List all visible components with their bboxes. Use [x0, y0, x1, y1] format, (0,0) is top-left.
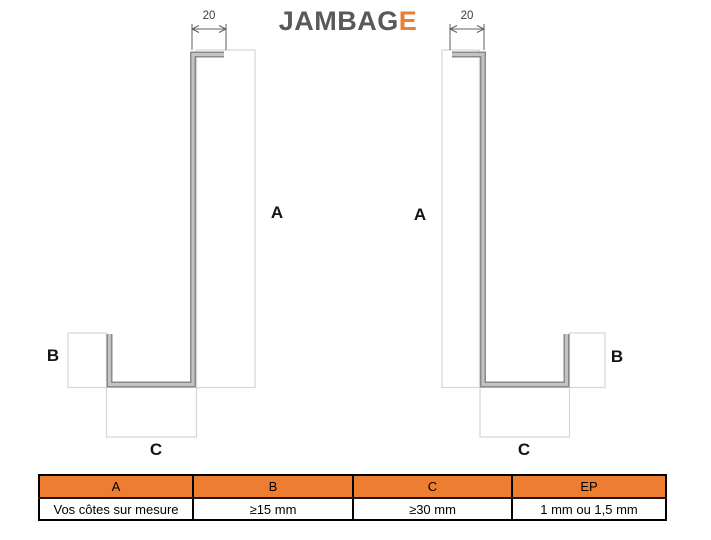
right-ref-rect-a: [441, 49, 481, 389]
right-label-c: C: [517, 440, 531, 459]
left-profile-metal-fill: [108, 53, 224, 386]
page-title: JAMBAGE: [279, 6, 418, 37]
left-profile-metal-outline: [106, 51, 224, 388]
spec-table: A B C EP Vos côtes sur mesure ≥15 mm ≥30…: [38, 474, 667, 521]
right-profile: [441, 24, 606, 438]
right-profile-metal-fill: [452, 53, 568, 386]
spec-value-a: Vos côtes sur mesure: [38, 497, 194, 521]
left-profile: [67, 24, 256, 438]
spec-header-a: A: [38, 474, 194, 499]
spec-table-container: A B C EP Vos côtes sur mesure ≥15 mm ≥30…: [38, 474, 667, 521]
page-title-accent: E: [398, 6, 418, 36]
right-ref-rect-b: [568, 332, 606, 389]
right-label-a: A: [413, 205, 427, 224]
page-title-main: JAMBAG: [278, 6, 399, 36]
left-label-b: B: [46, 346, 60, 365]
right-label-b: B: [610, 347, 624, 366]
spec-value-b: ≥15 mm: [192, 497, 354, 521]
left-dim-20-label: 20: [202, 10, 216, 22]
left-ref-rect-a: [195, 49, 256, 389]
right-dim-arrowheads: [448, 25, 486, 33]
spec-header-ep: EP: [511, 474, 667, 499]
left-ref-rect-c: [105, 386, 198, 438]
spec-table-value-row: Vos côtes sur mesure ≥15 mm ≥30 mm 1 mm …: [38, 497, 667, 521]
right-profile-metal-outline: [452, 51, 570, 388]
spec-value-c: ≥30 mm: [352, 497, 513, 521]
spec-header-c: C: [352, 474, 513, 499]
left-dim-arrowheads: [190, 25, 228, 33]
spec-value-ep: 1 mm ou 1,5 mm: [511, 497, 667, 521]
right-dim-lines: [449, 24, 485, 50]
left-ref-rect-b: [67, 332, 108, 389]
right-ref-rect-c: [479, 386, 571, 438]
left-label-a: A: [270, 203, 284, 222]
left-dim-lines: [191, 24, 227, 50]
spec-header-b: B: [192, 474, 354, 499]
right-dim-20-label: 20: [460, 10, 474, 22]
spec-table-header-row: A B C EP: [38, 474, 667, 499]
left-label-c: C: [149, 440, 163, 459]
